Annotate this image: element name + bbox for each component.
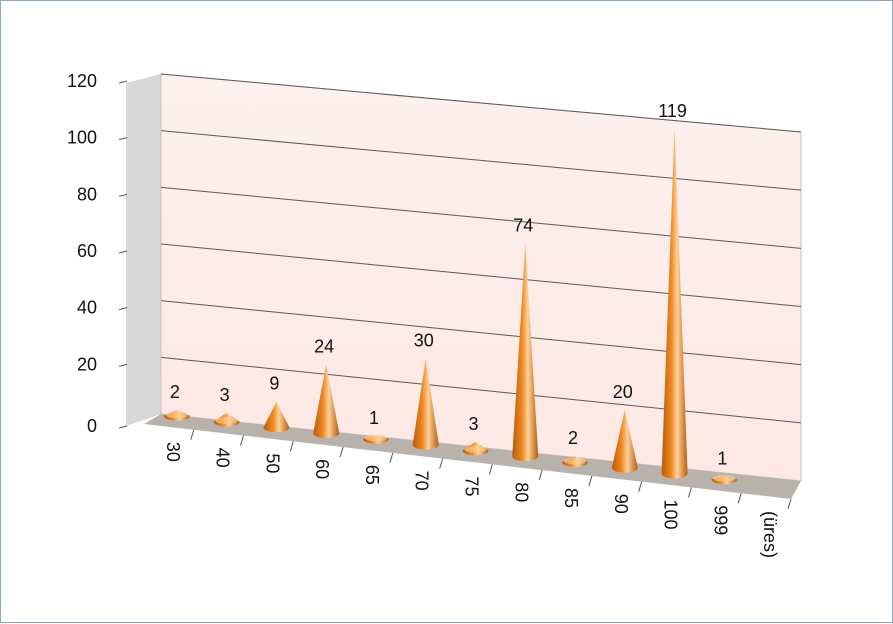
- cone: [711, 474, 738, 485]
- x-tick-label: 999: [710, 505, 730, 535]
- cone-top: [464, 445, 487, 453]
- x-tick-mark: [488, 464, 493, 475]
- y-tick-mark: [118, 80, 128, 84]
- y-axis: 0 20 40 60 80 100 120: [67, 71, 128, 436]
- gridline: [160, 300, 802, 366]
- x-tick-mark: [538, 470, 543, 481]
- plot-walls: [126, 73, 802, 499]
- gridline: [160, 243, 802, 307]
- cone: [412, 358, 439, 450]
- cone-top: [165, 411, 188, 419]
- floor: [144, 414, 801, 499]
- gridline: [160, 186, 802, 249]
- x-tick-mark: [439, 458, 444, 469]
- data-label: 74: [513, 215, 533, 235]
- x-tick-label: 85: [561, 488, 581, 508]
- x-tick-label: 80: [511, 482, 531, 502]
- cones: [163, 129, 738, 485]
- cone-body: [512, 243, 539, 462]
- cone: [213, 413, 240, 427]
- cone: [512, 243, 539, 462]
- cone-top: [364, 434, 387, 442]
- cone-top: [564, 457, 587, 465]
- x-tick-mark: [190, 429, 195, 440]
- data-label: 2: [170, 382, 180, 402]
- x-tick-mark: [240, 435, 245, 446]
- data-label: 1: [369, 408, 379, 428]
- x-tick-label: 90: [611, 494, 631, 514]
- x-tick-mark: [389, 452, 394, 463]
- y-tick-label: 100: [67, 128, 97, 148]
- cone-body: [313, 364, 340, 439]
- x-tick-mark: [289, 441, 294, 452]
- cone: [313, 364, 340, 439]
- data-label: 9: [269, 374, 279, 394]
- x-tick-label: 50: [262, 453, 282, 473]
- x-tick-label: 65: [362, 465, 382, 485]
- x-tick-label: 70: [412, 471, 432, 491]
- cone-body: [661, 129, 688, 479]
- cone: [362, 434, 389, 444]
- cone: [263, 401, 290, 433]
- back-wall: [160, 73, 802, 482]
- x-tick-label: 75: [462, 476, 482, 496]
- data-label: 20: [613, 382, 633, 402]
- data-label: 30: [414, 331, 434, 351]
- data-label: 2: [568, 428, 578, 448]
- x-tick-mark: [737, 493, 742, 504]
- data-label: 1: [717, 448, 727, 468]
- x-tick-label: (üres): [760, 511, 780, 558]
- y-tick-label: 120: [67, 71, 97, 91]
- x-tick-label: 40: [213, 448, 233, 468]
- y-tick-label: 60: [77, 241, 97, 261]
- side-wall: [126, 74, 161, 426]
- data-label: 3: [468, 414, 478, 434]
- cone-top: [713, 474, 736, 482]
- gridline: [160, 130, 802, 191]
- x-axis: 30 40 50 60 65 70 75 80 85 90 100 999 (üres): [163, 429, 792, 558]
- gridline: [160, 73, 802, 133]
- y-tick-label: 40: [77, 298, 97, 318]
- y-tick-mark: [118, 193, 128, 197]
- data-label: 3: [220, 385, 230, 405]
- gridline: [160, 356, 802, 424]
- cone: [562, 456, 589, 467]
- y-tick-mark: [118, 425, 128, 429]
- cone-body: [263, 401, 290, 433]
- y-tick-mark: [118, 137, 128, 141]
- data-labels: 2 3 9 24 1 30 3 74 2 20 119 1: [170, 101, 727, 468]
- x-tick-label: 60: [312, 459, 332, 479]
- cone: [661, 129, 688, 479]
- cone-body: [611, 409, 638, 473]
- cone-body: [412, 358, 439, 450]
- cone-top: [215, 417, 238, 425]
- x-tick-mark: [787, 498, 792, 510]
- x-tick-mark: [638, 481, 643, 492]
- gridlines: [160, 73, 802, 424]
- cone: [163, 410, 190, 421]
- x-tick-label: 30: [163, 442, 183, 462]
- y-tick-mark: [118, 307, 128, 311]
- x-tick-mark: [687, 487, 692, 498]
- data-label: 119: [658, 101, 687, 121]
- y-tick-label: 0: [87, 416, 97, 436]
- cone: [611, 409, 638, 473]
- y-tick-mark: [118, 250, 128, 254]
- y-tick-mark: [118, 363, 128, 367]
- y-tick-label: 20: [77, 354, 97, 374]
- cone: [462, 441, 489, 456]
- data-label: 24: [314, 337, 334, 357]
- x-tick-mark: [339, 446, 344, 458]
- y-tick-label: 80: [77, 184, 97, 204]
- x-tick-label: 100: [661, 500, 681, 530]
- x-tick-mark: [588, 475, 593, 487]
